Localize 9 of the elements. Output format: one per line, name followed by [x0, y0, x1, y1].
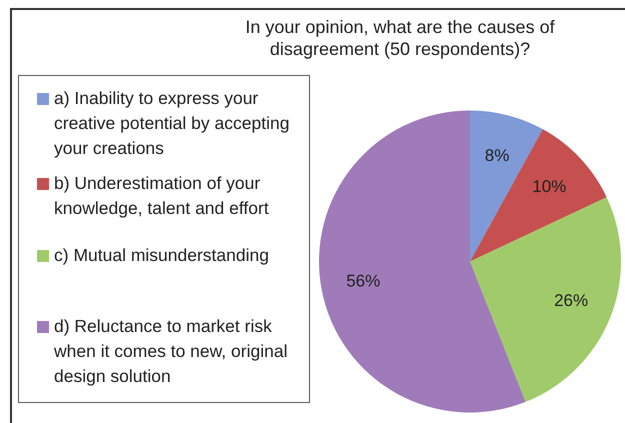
data-label: 8%	[484, 146, 510, 165]
legend-label: a) Inability to express your creative potential by accepting your creations	[53, 87, 290, 160]
legend-label: c) Mutual misunderstanding	[53, 244, 270, 267]
legend-label: b) Underestimation of your knowledge, talent and effort	[53, 172, 270, 220]
chart-title: In your opinion, what are the causes of disagreement (50 respondents)?	[244, 16, 556, 60]
data-label: 56%	[346, 272, 380, 291]
legend-label: d) Reluctance to market risk when it comes to new, original design solution	[53, 315, 288, 388]
data-label: 10%	[532, 176, 566, 196]
data-label: 26%	[554, 291, 588, 310]
